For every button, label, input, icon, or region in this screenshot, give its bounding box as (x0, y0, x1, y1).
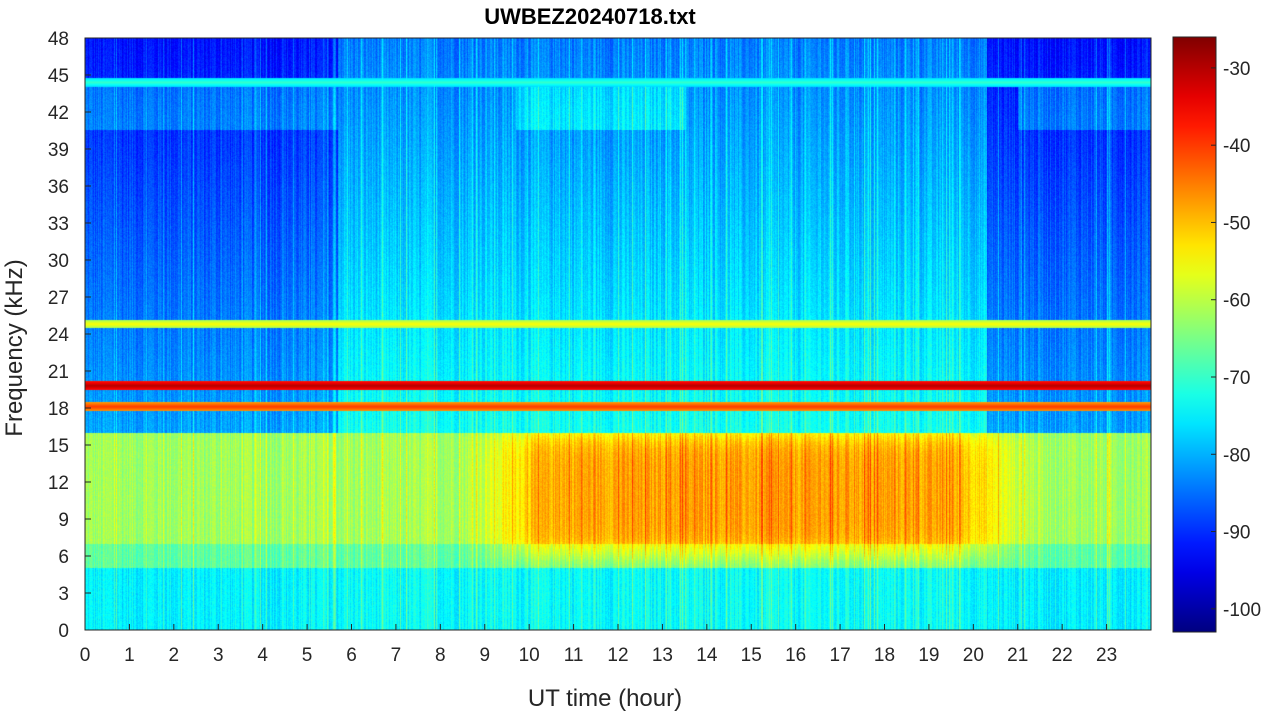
x-tick-label: 19 (918, 645, 939, 666)
x-tick-label: 20 (963, 645, 984, 666)
y-axis-label: Frequency (kHz) (1, 259, 28, 436)
x-tick-label: 1 (124, 645, 135, 666)
y-tick-label: 42 (48, 103, 69, 124)
x-tick-label: 3 (213, 645, 224, 666)
x-tick-label: 10 (519, 645, 540, 666)
x-tick-label: 0 (80, 645, 91, 666)
y-tick-label: 33 (48, 214, 69, 235)
x-tick-label: 17 (830, 645, 851, 666)
y-tick-label: 36 (48, 177, 69, 198)
x-tick-label: 16 (785, 645, 806, 666)
x-tick-label: 5 (302, 645, 313, 666)
y-tick-label: 6 (58, 547, 69, 568)
colorbar-tick-label: -70 (1223, 368, 1250, 389)
x-tick-label: 13 (652, 645, 673, 666)
x-tick-label: 21 (1007, 645, 1028, 666)
x-tick-label: 4 (257, 645, 268, 666)
colorbar-tick-label: -90 (1223, 523, 1250, 544)
y-tick-label: 30 (48, 251, 69, 272)
y-tick-label: 12 (48, 473, 69, 494)
y-tick-label: 3 (58, 584, 69, 605)
y-tick-label: 48 (48, 29, 69, 50)
x-tick-label: 18 (874, 645, 895, 666)
colorbar-tick-label: -80 (1223, 445, 1250, 466)
y-tick-label: 24 (48, 325, 70, 346)
colorbar: -30 -40 -50 -60 -70 -80 -90 -100 (1172, 36, 1261, 633)
y-tick-label: 45 (48, 66, 69, 87)
y-tick-label: 0 (58, 621, 69, 642)
x-tick-label: 14 (696, 645, 718, 666)
x-tick-label: 6 (346, 645, 357, 666)
y-tick-label: 27 (48, 288, 69, 309)
x-tick-label: 12 (607, 645, 628, 666)
spectrogram-image (85, 38, 1151, 630)
x-tick-label: 9 (479, 645, 490, 666)
x-tick-label: 2 (169, 645, 180, 666)
y-tick-label: 39 (48, 140, 69, 161)
y-tick-label: 21 (48, 362, 69, 383)
y-tick-label: 9 (58, 510, 69, 531)
y-tick-label: 18 (48, 399, 69, 420)
x-tick-label: 22 (1052, 645, 1073, 666)
x-tick-label: 8 (435, 645, 446, 666)
x-axis-ticks: 0 1 2 3 4 5 6 7 8 9 10 11 12 13 14 15 16 17 18 19 20 21 22 23 (80, 624, 1117, 666)
x-tick-label: 23 (1096, 645, 1117, 666)
colorbar-tick-label: -40 (1223, 136, 1250, 157)
colorbar-tick-label: -60 (1223, 291, 1250, 312)
y-tick-label: 15 (48, 436, 69, 457)
x-tick-label: 11 (564, 645, 584, 666)
colorbar-tick-label: -50 (1223, 213, 1250, 234)
plot-area (84, 37, 1152, 631)
chart-title: UWBEZ20240718.txt (484, 4, 696, 29)
x-tick-label: 15 (741, 645, 762, 666)
colorbar-gradient (1172, 36, 1217, 633)
x-tick-label: 7 (391, 645, 402, 666)
colorbar-tick-label: -30 (1223, 59, 1250, 80)
colorbar-tick-label: -100 (1223, 600, 1261, 621)
x-axis-label: UT time (hour) (528, 685, 682, 712)
